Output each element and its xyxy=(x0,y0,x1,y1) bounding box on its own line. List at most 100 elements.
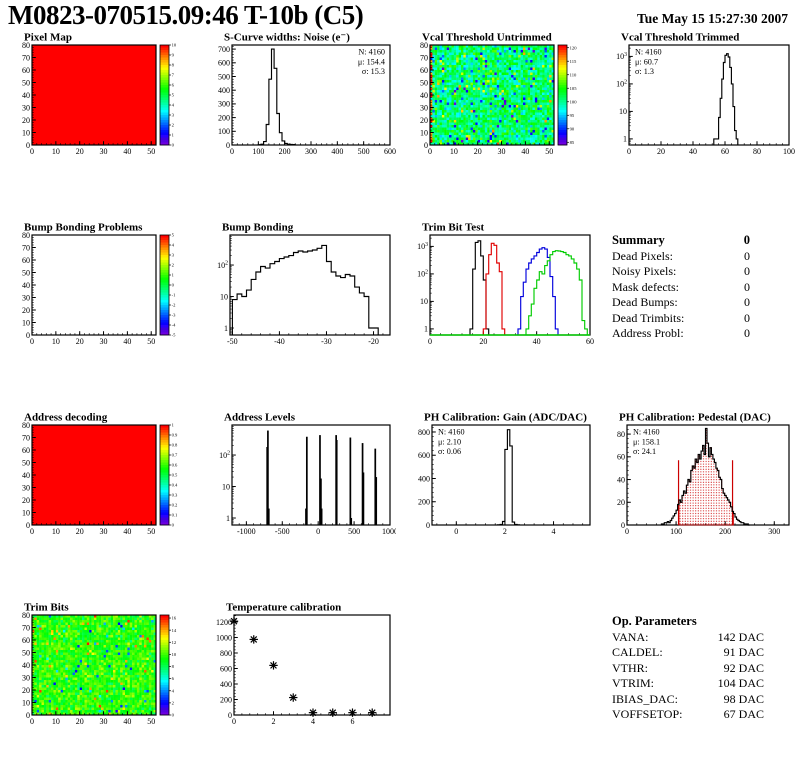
svg-text:10: 10 xyxy=(420,128,428,137)
svg-text:3: 3 xyxy=(172,113,175,118)
svg-text:102: 102 xyxy=(616,80,627,89)
svg-text:-1: -1 xyxy=(172,293,177,298)
svg-text:20: 20 xyxy=(617,498,625,507)
bump-bonding-canvas: Bump Bonding -50 -40 -30 -20 1 10 102 xyxy=(217,222,391,346)
svg-text:60: 60 xyxy=(22,66,30,75)
svg-text:0: 0 xyxy=(627,147,631,156)
svg-text:100: 100 xyxy=(783,147,795,156)
svg-text:20: 20 xyxy=(479,337,487,346)
svg-text:0: 0 xyxy=(230,147,234,156)
svg-text:80: 80 xyxy=(617,430,625,439)
svg-text:0: 0 xyxy=(621,521,625,530)
svg-text:0: 0 xyxy=(428,147,432,156)
summary-row: Noisy Pixels: 0 xyxy=(612,264,750,278)
svg-text:50: 50 xyxy=(147,147,155,156)
svg-text:-2: -2 xyxy=(172,303,177,308)
svg-text:20: 20 xyxy=(22,306,30,315)
svg-text:σ: 15.3: σ: 15.3 xyxy=(362,67,385,76)
svg-text:5: 5 xyxy=(172,93,175,98)
op-parameter-row: VOFFSETOP: 67 DAC xyxy=(612,707,764,721)
svg-text:0: 0 xyxy=(454,527,458,536)
svg-text:85: 85 xyxy=(570,140,575,145)
summary-row: Mask defects: 0 xyxy=(612,279,750,294)
svg-text:200: 200 xyxy=(418,498,430,507)
svg-text:0.3: 0.3 xyxy=(172,493,178,498)
svg-text:70: 70 xyxy=(22,243,30,252)
svg-text:N: 4160: N: 4160 xyxy=(438,428,465,437)
svg-text:4: 4 xyxy=(172,103,175,108)
svg-text:0.2: 0.2 xyxy=(172,503,178,508)
svg-text:1: 1 xyxy=(172,273,175,278)
svg-text:0: 0 xyxy=(426,521,430,530)
svg-text:40: 40 xyxy=(521,147,529,156)
svg-text:200: 200 xyxy=(719,527,731,536)
svg-text:1: 1 xyxy=(172,133,175,138)
plot-bump-bonding-problems: 5 4 3 2 1 0 -1 -2 -3 -4 -5 Bump Bonding Problems 0 10… xyxy=(4,221,198,351)
svg-text:μ: 158.1: μ: 158.1 xyxy=(633,437,660,446)
summary-row: Dead Pixels: 0 xyxy=(612,248,750,263)
svg-text:Address Levels: Address Levels xyxy=(224,412,296,424)
svg-text:400: 400 xyxy=(331,147,343,156)
svg-text:30: 30 xyxy=(100,147,108,156)
svg-text:10: 10 xyxy=(52,147,60,156)
summary-row: Address Probl: 0 xyxy=(612,326,750,340)
svg-text:40: 40 xyxy=(420,91,428,100)
svg-text:-500: -500 xyxy=(275,527,290,536)
svg-text:20: 20 xyxy=(76,337,84,346)
plot-trim-bits: 16 14 12 10 8 6 4 2 0 Trim Bits 0 10 20 30 40 50 0 10 20 30… xyxy=(4,601,198,731)
svg-text:0: 0 xyxy=(30,147,34,156)
svg-text:100: 100 xyxy=(252,147,264,156)
op-parameter-row: IBIAS_DAC: 98 DAC xyxy=(612,691,764,706)
svg-text:600: 600 xyxy=(418,451,430,460)
summary-row: Dead Bumps: 0 xyxy=(612,295,750,309)
svg-text:80: 80 xyxy=(420,41,428,50)
summary-panel: Summary 0 Dead Pixels: 0 Noisy Pixels: 0 Mask … xyxy=(612,233,750,342)
svg-text:500: 500 xyxy=(348,527,360,536)
svg-text:20: 20 xyxy=(22,496,30,505)
svg-text:20: 20 xyxy=(474,147,482,156)
svg-text:60: 60 xyxy=(22,446,30,455)
svg-text:400: 400 xyxy=(418,474,430,483)
svg-text:1: 1 xyxy=(226,514,230,523)
svg-text:102: 102 xyxy=(417,270,428,279)
svg-text:30: 30 xyxy=(22,103,30,112)
svg-text:0.9: 0.9 xyxy=(172,433,178,438)
svg-text:2: 2 xyxy=(172,263,175,268)
svg-text:σ: 1.3: σ: 1.3 xyxy=(635,67,654,76)
ph-gain-canvas: PH Calibration: Gain (ADC/DAC) 0 2 4 0 200 400… xyxy=(418,412,591,536)
svg-text:80: 80 xyxy=(753,147,761,156)
svg-text:0.5: 0.5 xyxy=(172,473,178,478)
svg-text:70: 70 xyxy=(420,53,428,62)
svg-text:-30: -30 xyxy=(321,337,332,346)
page-title: M0823-070515.09:46 T-10b (C5) xyxy=(8,0,364,30)
svg-text:500: 500 xyxy=(218,72,230,81)
svg-text:5: 5 xyxy=(172,233,175,238)
svg-text:30: 30 xyxy=(22,483,30,492)
svg-text:10: 10 xyxy=(22,128,30,137)
svg-text:80: 80 xyxy=(22,231,30,240)
svg-text:30: 30 xyxy=(498,147,506,156)
svg-text:-1000: -1000 xyxy=(237,527,256,536)
svg-text:10: 10 xyxy=(450,147,458,156)
trim-bit-test-canvas: Trim Bit Test 0 20 40 60 1 10 102 103 xyxy=(417,222,594,347)
svg-text:50: 50 xyxy=(420,78,428,87)
svg-text:-40: -40 xyxy=(274,337,285,346)
plot-address-levels: Address Levels -1000 -500 0 500 1000 1 10 102 xyxy=(202,411,396,541)
svg-text:0: 0 xyxy=(30,527,34,536)
svg-text:0: 0 xyxy=(226,141,230,150)
svg-text:100: 100 xyxy=(670,527,682,536)
svg-text:0: 0 xyxy=(428,337,432,346)
svg-text:Vcal Threshold Trimmed: Vcal Threshold Trimmed xyxy=(621,32,739,44)
svg-text:50: 50 xyxy=(147,337,155,346)
plot-temperature-calibration: Temperature calibration 0 2 4 6 0 200 400 600 800… xyxy=(202,601,396,731)
svg-text:0.6: 0.6 xyxy=(172,463,178,468)
svg-text:100: 100 xyxy=(218,127,230,136)
svg-text:N: 4160: N: 4160 xyxy=(358,48,385,57)
svg-text:105: 105 xyxy=(570,86,578,91)
svg-text:μ: 2.10: μ: 2.10 xyxy=(438,437,461,446)
svg-text:10: 10 xyxy=(22,508,30,517)
svg-text:0.7: 0.7 xyxy=(172,453,178,458)
svg-text:Address decoding: Address decoding xyxy=(24,412,108,424)
svg-text:50: 50 xyxy=(147,527,155,536)
